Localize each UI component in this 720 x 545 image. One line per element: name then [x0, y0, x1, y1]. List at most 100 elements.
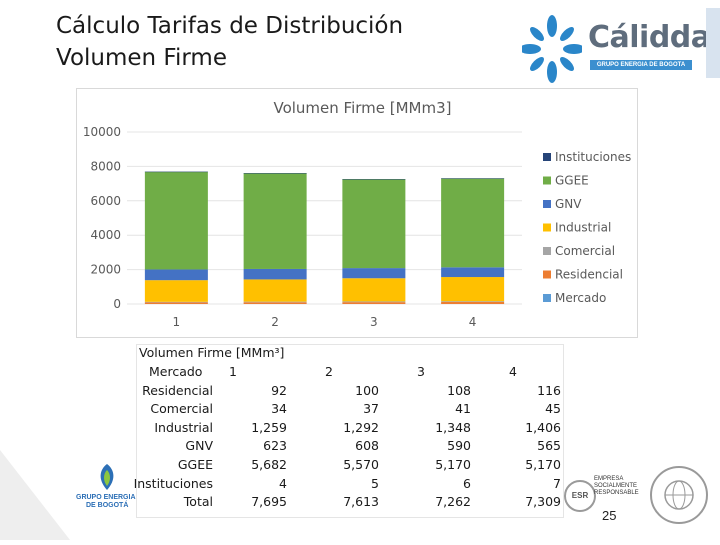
table-cell: 7,262: [435, 494, 471, 510]
bar-segment: [342, 268, 406, 279]
table-cell: 7,695: [251, 494, 287, 510]
table-cell: 608: [355, 438, 379, 454]
geb-logo-text: GRUPO ENERGIA DE BOGOTÁ: [76, 494, 136, 509]
table-column-header: 1: [229, 364, 237, 379]
legend-label: Industrial: [555, 221, 611, 235]
table-row-label: Industrial: [154, 419, 213, 435]
bar-segment: [441, 302, 505, 304]
bar-segment: [243, 268, 307, 280]
table-cell: 7,613: [343, 494, 379, 510]
y-tick-label: 0: [113, 297, 121, 311]
table-row-label: Total: [183, 494, 213, 510]
bar-segment: [441, 178, 505, 179]
legend-swatch: [543, 200, 551, 208]
y-tick-label: 4000: [90, 228, 121, 242]
chart-title: Volumen Firme [MMm3]: [273, 99, 451, 117]
globe-icon: [664, 480, 694, 510]
table-cell: 100: [355, 382, 379, 398]
bar-segment: [144, 302, 208, 304]
chart-frame: Volumen Firme [MMm3] 0 2000 4000 6000 8000 100…: [76, 88, 638, 338]
table-cell: 4: [279, 475, 287, 491]
table-row-label: Instituciones: [133, 475, 213, 491]
table-cell: 34: [271, 401, 287, 417]
table-cell: 108: [447, 382, 471, 398]
table-cell: 5,570: [343, 457, 379, 472]
y-tick-label: 8000: [90, 159, 121, 173]
bar-segment: [243, 301, 307, 303]
flower-icon: [522, 15, 582, 83]
bar-segment: [342, 179, 406, 180]
logo-subtitle: GRUPO ENERGIA DE BOGOTA: [590, 60, 692, 70]
table-cell: 37: [363, 401, 379, 417]
bar-segment: [144, 280, 208, 302]
bar-segment: [441, 178, 505, 268]
x-tick-label: 4: [469, 315, 477, 329]
table-cell: 92: [271, 382, 287, 398]
esr-label: EMPRESA SOCIALMENTE RESPONSABLE: [594, 476, 639, 496]
legend-swatch: [543, 247, 551, 255]
esr-seal-icon: ESR: [564, 480, 596, 512]
x-tick-label: 3: [370, 315, 378, 329]
table-cell: 565: [537, 438, 561, 454]
legend-swatch: [543, 153, 551, 161]
page-number: 25: [602, 508, 617, 523]
bar-segment: [144, 171, 208, 173]
bar-segment: [441, 301, 505, 303]
table-row-label: Comercial: [150, 401, 213, 417]
table-cell: 41: [455, 401, 471, 417]
legend-label: Residencial: [555, 268, 623, 282]
bar-segment: [342, 301, 406, 303]
bar-segment: [342, 179, 406, 269]
table-cell: 623: [263, 438, 287, 454]
x-tick-label: 1: [173, 315, 181, 329]
table-cell: 590: [447, 438, 471, 454]
table-column-header: 4: [509, 364, 517, 379]
table-cell: 5,682: [251, 457, 287, 472]
slide-title: Cálculo Tarifas de Distribución Volumen …: [56, 10, 403, 74]
table-cell: 7,309: [525, 494, 561, 510]
bar-segment: [144, 269, 208, 281]
table-cell: 1,292: [343, 419, 379, 435]
table-cell: 5,170: [525, 457, 561, 472]
legend-swatch: [543, 294, 551, 302]
bar-segment: [441, 267, 505, 278]
legend-swatch: [543, 176, 551, 185]
table-cell: 1,259: [251, 419, 287, 435]
table-cell: 45: [545, 401, 561, 417]
legend-swatch: [543, 270, 551, 279]
table-title: Volumen Firme [MMm³]: [139, 345, 285, 360]
table-cell: 5: [371, 475, 379, 491]
table-cell: 6: [463, 475, 471, 491]
bar-segment: [243, 279, 307, 302]
table-column-header: 2: [325, 364, 333, 379]
table-cell: 116: [537, 382, 561, 398]
table-column-header: 3: [417, 364, 425, 379]
x-tick-label: 2: [271, 315, 279, 329]
footer-triangle: [0, 450, 70, 540]
logo-stripe: [706, 8, 720, 78]
title-line-2: Volumen Firme: [56, 45, 227, 71]
legend-label: Instituciones: [555, 150, 631, 164]
legend-label: GNV: [555, 197, 582, 211]
bar-segment: [144, 171, 208, 270]
legend-label: GGEE: [555, 174, 589, 188]
bar-segment: [243, 173, 307, 269]
legend-label: Comercial: [555, 244, 615, 258]
bar-segment: [243, 302, 307, 304]
table-row-label: GGEE: [177, 457, 213, 472]
bar-segment: [441, 277, 505, 302]
stacked-bar-chart: Volumen Firme [MMm3] 0 2000 4000 6000 8000 100…: [83, 99, 631, 329]
legend-swatch: [543, 223, 551, 232]
table-cell: 1,406: [525, 419, 561, 435]
geb-logo-icon: [100, 464, 114, 490]
bar-segment: [342, 278, 406, 302]
table-cell: 5,170: [435, 457, 471, 472]
table-row-label: Residencial: [142, 382, 213, 398]
y-tick-label: 6000: [90, 194, 121, 208]
table-cell: 1,348: [435, 419, 471, 435]
global-compact-seal-icon: [650, 466, 708, 524]
bar-segment: [243, 173, 307, 174]
bar-segment: [144, 301, 208, 303]
logo-wordmark: Cálidda: [588, 20, 711, 55]
table-row-label: GNV: [185, 438, 213, 454]
